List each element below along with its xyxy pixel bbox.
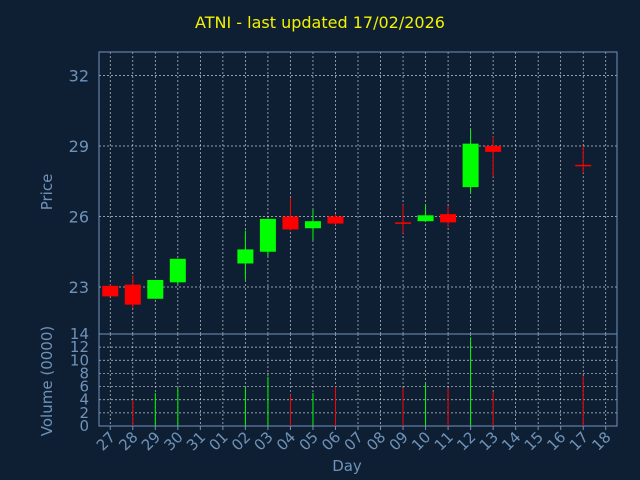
volume-axis-label: Volume (0000) — [38, 326, 56, 436]
candle-body — [304, 221, 321, 229]
volume-tick-label: 2 — [79, 404, 89, 422]
candle-body — [327, 216, 344, 224]
volume-tick-label: 0 — [79, 417, 89, 435]
chart-title: ATNI - last updated 17/02/2026 — [195, 13, 445, 32]
price-axis-label: Price — [38, 174, 56, 211]
price-panel: 23 26 29 32 — [69, 51, 618, 335]
candle-body — [124, 284, 141, 305]
candle-body — [259, 218, 276, 252]
candle-body — [440, 214, 457, 223]
volume-tick-label: 14 — [70, 325, 89, 343]
price-tick-label: 26 — [69, 208, 89, 227]
volume-tick-label: 6 — [79, 378, 89, 396]
x-tick-label: 18 — [588, 428, 614, 454]
price-tick-label: 29 — [69, 137, 89, 156]
volume-tick-label: 8 — [79, 364, 89, 382]
volume-tick-label: 4 — [79, 391, 89, 409]
price-tick-label: 23 — [69, 278, 89, 297]
candle-body — [169, 258, 186, 283]
volume-tick-label: 10 — [70, 351, 89, 369]
candle-body — [147, 279, 164, 299]
candle-body — [575, 164, 592, 167]
candle-body — [282, 216, 299, 230]
candle-body — [102, 285, 119, 297]
candle-body — [395, 222, 412, 224]
candle-body — [462, 143, 479, 188]
volume-tick-label: 12 — [70, 338, 89, 356]
candle-body — [485, 146, 502, 152]
price-tick-label: 32 — [69, 67, 89, 86]
x-axis: 2728293031010203040506070809101112131415… — [93, 426, 615, 454]
candle-body — [237, 249, 254, 264]
candle-body — [417, 215, 434, 222]
x-axis-label: Day — [332, 457, 362, 475]
